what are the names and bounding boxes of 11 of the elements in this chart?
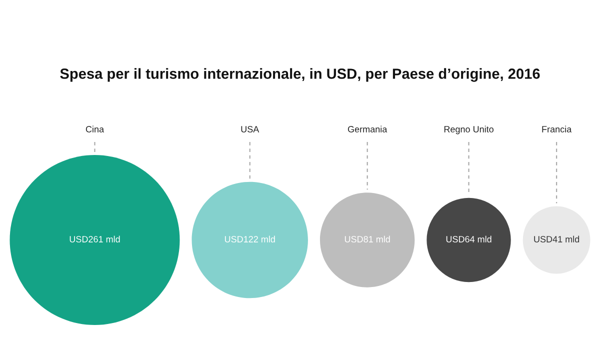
data-label: USD41 mld	[534, 236, 580, 242]
category-label: Regno Unito	[444, 126, 494, 134]
text: Spesa per il turismo internazionale, in USD, per Paese d’origine, 2016	[60, 68, 540, 82]
category-label: Francia	[542, 126, 572, 132]
category-label: Germania	[348, 126, 388, 132]
data-label: USD122 mld	[224, 236, 275, 242]
data-label: USD261 mld	[70, 236, 120, 242]
category-label: USA	[241, 126, 260, 132]
data-label: USD64 mld	[446, 236, 492, 242]
data-label: USD81 mld	[344, 236, 390, 242]
category-label: Cina	[86, 126, 104, 132]
